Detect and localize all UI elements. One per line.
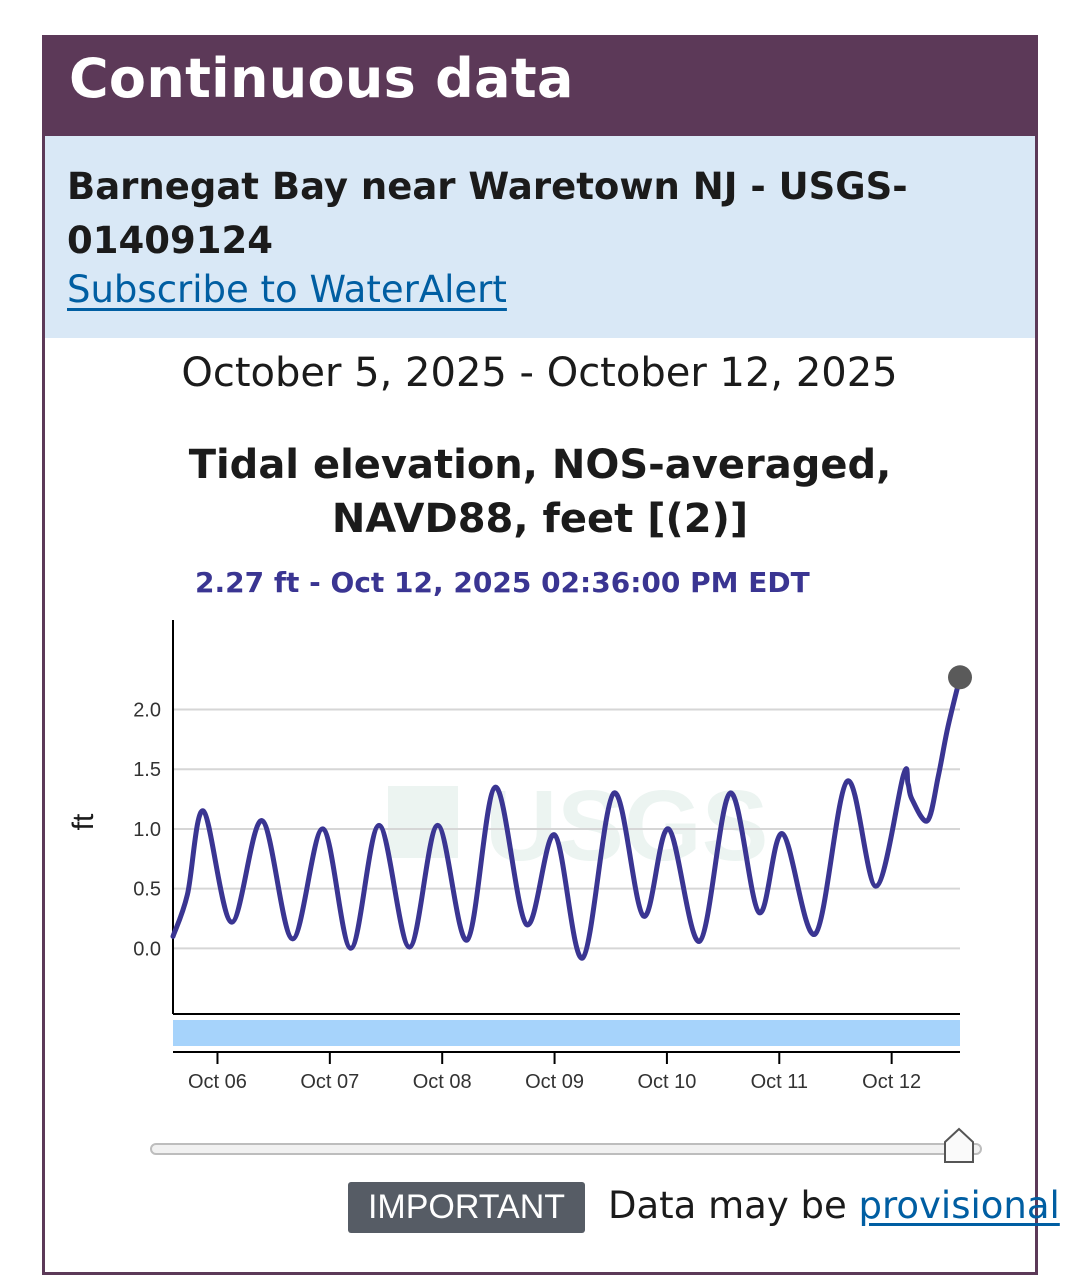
panel-header: Continuous data [45,35,1035,136]
panel-title: Continuous data [69,47,574,110]
y-tick-label: 0.5 [133,879,161,901]
series-line [170,674,963,961]
chart-grid [173,708,960,950]
subscribe-wateralert-link[interactable]: Subscribe to WaterAlert [67,268,507,311]
x-axis-ticks: Oct 06 Oct 07 Oct 08 Oct 09 Oct 10 Oct 11 Oct … [188,1052,921,1093]
provisional-notice-text: Data may be [608,1184,859,1227]
current-value-marker[interactable] [948,665,972,690]
site-info-box: Barnegat Bay near Waretown NJ - USGS-014… [45,136,1035,338]
site-name: Barnegat Bay near Waretown NJ - USGS-014… [67,165,908,262]
x-tick-label: Oct 12 [862,1071,921,1093]
brush-band[interactable] [173,1020,960,1046]
chart-title: Tidal elevation, NOS-averaged, NAVD88, f… [188,442,892,542]
slider-handle[interactable] [942,1127,976,1165]
y-tick-label: 0.0 [133,938,161,960]
continuous-data-panel: Continuous data Barnegat Bay near Wareto… [42,35,1038,1275]
y-axis-ticks: 0.0 0.5 1.0 1.5 2.0 [133,700,161,961]
y-axis-label: ft [67,813,100,830]
y-tick-label: 2.0 [133,700,161,722]
x-tick-label: Oct 07 [300,1071,359,1093]
provisional-link[interactable]: provisional [858,1184,1060,1227]
chart-tooltip: 2.27 ft - Oct 12, 2025 02:36:00 PM EDT [195,566,810,599]
y-tick-label: 1.5 [133,759,161,781]
x-tick-label: Oct 06 [188,1071,247,1093]
x-tick-label: Oct 09 [525,1071,584,1093]
x-tick-label: Oct 08 [413,1071,472,1093]
chart-date-range: October 5, 2025 - October 12, 2025 [181,350,898,396]
usgs-watermark: USGS [388,770,768,882]
x-tick-label: Oct 10 [637,1071,696,1093]
important-badge: IMPORTANT [348,1182,585,1233]
time-range-slider[interactable] [150,1143,982,1155]
y-tick-label: 1.0 [133,819,161,841]
provisional-notice: Data may be provisional [608,1184,1060,1227]
hydrograph-chart[interactable]: USGS 0.00.51.01.52.0 ft Oct 06 Oct 07 Oct … [0,600,1079,1100]
x-tick-label: Oct 11 [751,1071,808,1093]
